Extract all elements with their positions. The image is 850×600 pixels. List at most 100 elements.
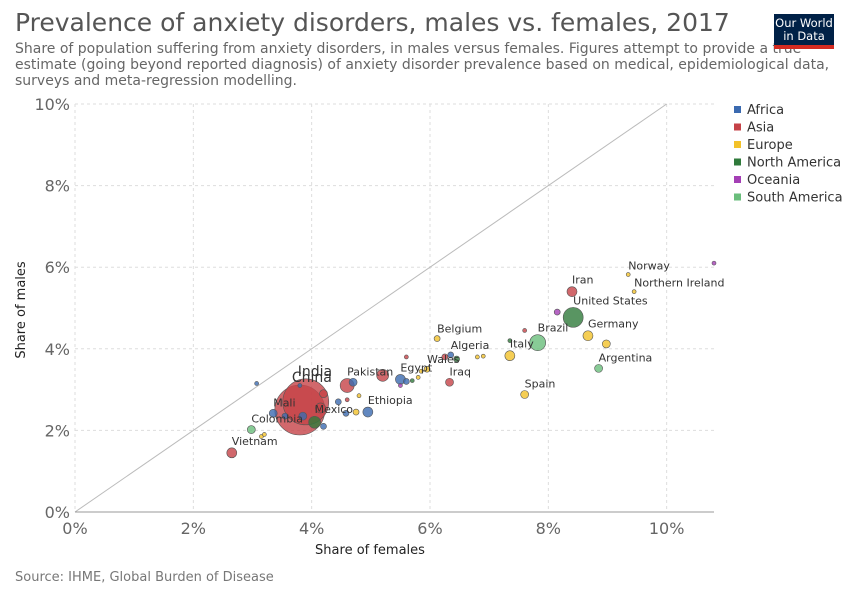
point-label: Italy bbox=[510, 338, 534, 351]
grid-lines bbox=[74, 103, 714, 513]
point-label: Mexico bbox=[315, 403, 354, 416]
data-point[interactable] bbox=[362, 406, 374, 418]
data-point[interactable] bbox=[504, 350, 516, 362]
data-point[interactable] bbox=[254, 381, 259, 386]
data-point[interactable] bbox=[281, 412, 289, 420]
y-tick-label: 8% bbox=[45, 177, 70, 196]
data-point[interactable] bbox=[334, 398, 342, 406]
data-point[interactable] bbox=[475, 354, 480, 360]
data-point[interactable] bbox=[433, 335, 441, 342]
data-point[interactable] bbox=[415, 375, 421, 380]
x-tick-label: 10% bbox=[649, 519, 685, 538]
point-label: Germany bbox=[588, 318, 639, 331]
data-point[interactable] bbox=[376, 369, 389, 382]
data-point[interactable] bbox=[625, 272, 631, 277]
x-axis-label: Share of females bbox=[315, 543, 425, 558]
data-point[interactable] bbox=[398, 383, 403, 388]
data-point[interactable] bbox=[522, 328, 527, 333]
data-point[interactable] bbox=[447, 351, 455, 359]
data-point[interactable] bbox=[352, 408, 360, 416]
legend-entry[interactable]: North America bbox=[747, 156, 841, 171]
point-label: China bbox=[292, 370, 332, 386]
point-label: Wales bbox=[427, 353, 460, 366]
point-label: India bbox=[298, 364, 332, 380]
data-point[interactable] bbox=[342, 409, 350, 417]
legend-swatch bbox=[734, 176, 741, 183]
point-label: Pakistan bbox=[347, 366, 393, 379]
data-point[interactable] bbox=[566, 286, 578, 297]
owid-logo[interactable]: Our World in Data bbox=[774, 14, 834, 49]
chart-title: Prevalence of anxiety disorders, males v… bbox=[15, 8, 730, 37]
data-point[interactable] bbox=[529, 334, 546, 351]
data-point[interactable] bbox=[520, 390, 529, 399]
legend-entry[interactable]: Europe bbox=[747, 138, 793, 153]
data-point[interactable] bbox=[298, 411, 308, 421]
point-label: Iraq bbox=[450, 365, 472, 378]
point-label: Colombia bbox=[251, 413, 303, 426]
legend-swatch bbox=[734, 106, 741, 113]
source-note: Source: IHME, Global Burden of Disease bbox=[15, 570, 274, 585]
data-point[interactable] bbox=[403, 378, 410, 385]
y-tick-label: 2% bbox=[45, 421, 70, 440]
data-point[interactable] bbox=[344, 397, 350, 403]
data-point[interactable] bbox=[315, 402, 326, 414]
data-point[interactable] bbox=[226, 447, 238, 459]
data-point[interactable] bbox=[268, 408, 278, 418]
point-label: Spain bbox=[525, 377, 556, 390]
data-point[interactable] bbox=[356, 393, 362, 399]
y-tick-label: 0% bbox=[45, 503, 70, 522]
legend-entry[interactable]: Oceania bbox=[747, 173, 800, 188]
data-point[interactable] bbox=[308, 415, 321, 429]
data-point[interactable] bbox=[453, 355, 460, 363]
legend-entry[interactable]: South America bbox=[747, 191, 843, 206]
data-point[interactable] bbox=[297, 383, 303, 388]
y-tick-label: 6% bbox=[45, 258, 70, 277]
data-point[interactable] bbox=[348, 377, 358, 387]
legend-entry[interactable]: Africa bbox=[747, 103, 784, 118]
legend-swatch bbox=[734, 123, 741, 131]
data-point[interactable] bbox=[441, 353, 449, 361]
data-point[interactable] bbox=[582, 330, 594, 342]
x-tick-label: 6% bbox=[417, 519, 442, 538]
data-point[interactable] bbox=[711, 260, 717, 266]
point-label: Northern Ireland bbox=[634, 277, 724, 290]
x-tick-label: 0% bbox=[62, 519, 87, 538]
data-point[interactable] bbox=[562, 307, 584, 328]
data-point[interactable] bbox=[631, 289, 637, 294]
legend: Africa Asia Europe North America Oceania Sout… bbox=[734, 103, 843, 206]
data-point[interactable] bbox=[282, 378, 330, 426]
equal-prevalence-line bbox=[74, 103, 667, 513]
chart-subtitle: Share of population suffering from anxie… bbox=[15, 41, 830, 89]
data-point[interactable] bbox=[445, 377, 454, 387]
logo-line-1: Our World bbox=[775, 16, 833, 30]
legend-swatch bbox=[734, 158, 741, 166]
x-tick-label: 2% bbox=[181, 519, 206, 538]
data-point[interactable] bbox=[602, 339, 611, 349]
data-point[interactable] bbox=[418, 368, 424, 374]
data-point[interactable] bbox=[594, 364, 603, 373]
data-point[interactable] bbox=[320, 423, 327, 430]
point-label: Algeria bbox=[451, 339, 490, 352]
y-axis-label: Share of males bbox=[14, 261, 29, 359]
data-point[interactable] bbox=[262, 432, 267, 437]
point-label: Vietnam bbox=[232, 435, 278, 448]
legend-entry[interactable]: Asia bbox=[747, 121, 774, 136]
point-label: United States bbox=[573, 294, 648, 307]
data-point[interactable] bbox=[480, 353, 486, 359]
point-label: Argentina bbox=[599, 351, 653, 364]
point-label: Ethiopia bbox=[368, 394, 413, 407]
data-point[interactable] bbox=[319, 389, 328, 398]
point-label: Norway bbox=[628, 260, 670, 273]
y-tick-label: 10% bbox=[34, 95, 70, 114]
point-label: Belgium bbox=[437, 323, 482, 336]
data-point[interactable] bbox=[553, 308, 561, 316]
data-point[interactable] bbox=[409, 378, 415, 383]
data-point[interactable] bbox=[247, 425, 256, 434]
point-label: Egypt bbox=[400, 361, 432, 374]
x-tick-label: 4% bbox=[299, 519, 324, 538]
data-point[interactable] bbox=[423, 365, 431, 373]
data-point[interactable] bbox=[507, 338, 513, 343]
y-tick-label: 4% bbox=[45, 340, 70, 359]
data-point[interactable] bbox=[404, 354, 409, 360]
